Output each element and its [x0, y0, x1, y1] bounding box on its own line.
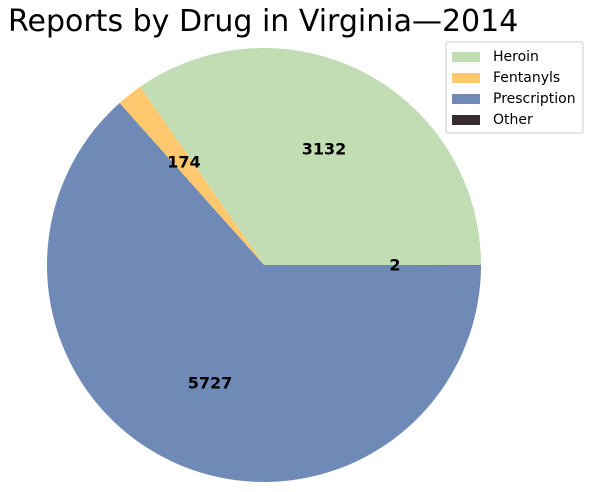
pie-slice-prescription — [47, 103, 481, 482]
legend-label-prescription: Prescription — [493, 91, 576, 107]
legend-frame — [445, 41, 584, 134]
legend-label-fentanyls: Fentanyls — [493, 70, 560, 86]
legend-swatch-other — [452, 115, 480, 125]
pie-slice-fentanyls — [119, 86, 265, 266]
pie-data-labels: 3132 174 5727 2 — [167, 140, 400, 393]
data-label-fentanyls: 174 — [167, 153, 200, 172]
legend: Heroin Fentanyls Prescription Other — [445, 41, 584, 134]
data-label-other: 2 — [389, 256, 400, 275]
legend-swatch-fentanyls — [452, 73, 480, 83]
legend-label-other: Other — [493, 112, 533, 128]
data-label-heroin: 3132 — [302, 140, 347, 159]
data-label-prescription: 5727 — [188, 374, 233, 393]
chart-title: Reports by Drug in Virginia—2014 — [8, 4, 518, 39]
legend-label-heroin: Heroin — [493, 49, 539, 65]
legend-swatch-heroin — [452, 52, 480, 62]
pie-slice-heroin — [140, 48, 481, 265]
legend-swatch-prescription — [452, 94, 480, 104]
pie-slices — [47, 48, 481, 482]
